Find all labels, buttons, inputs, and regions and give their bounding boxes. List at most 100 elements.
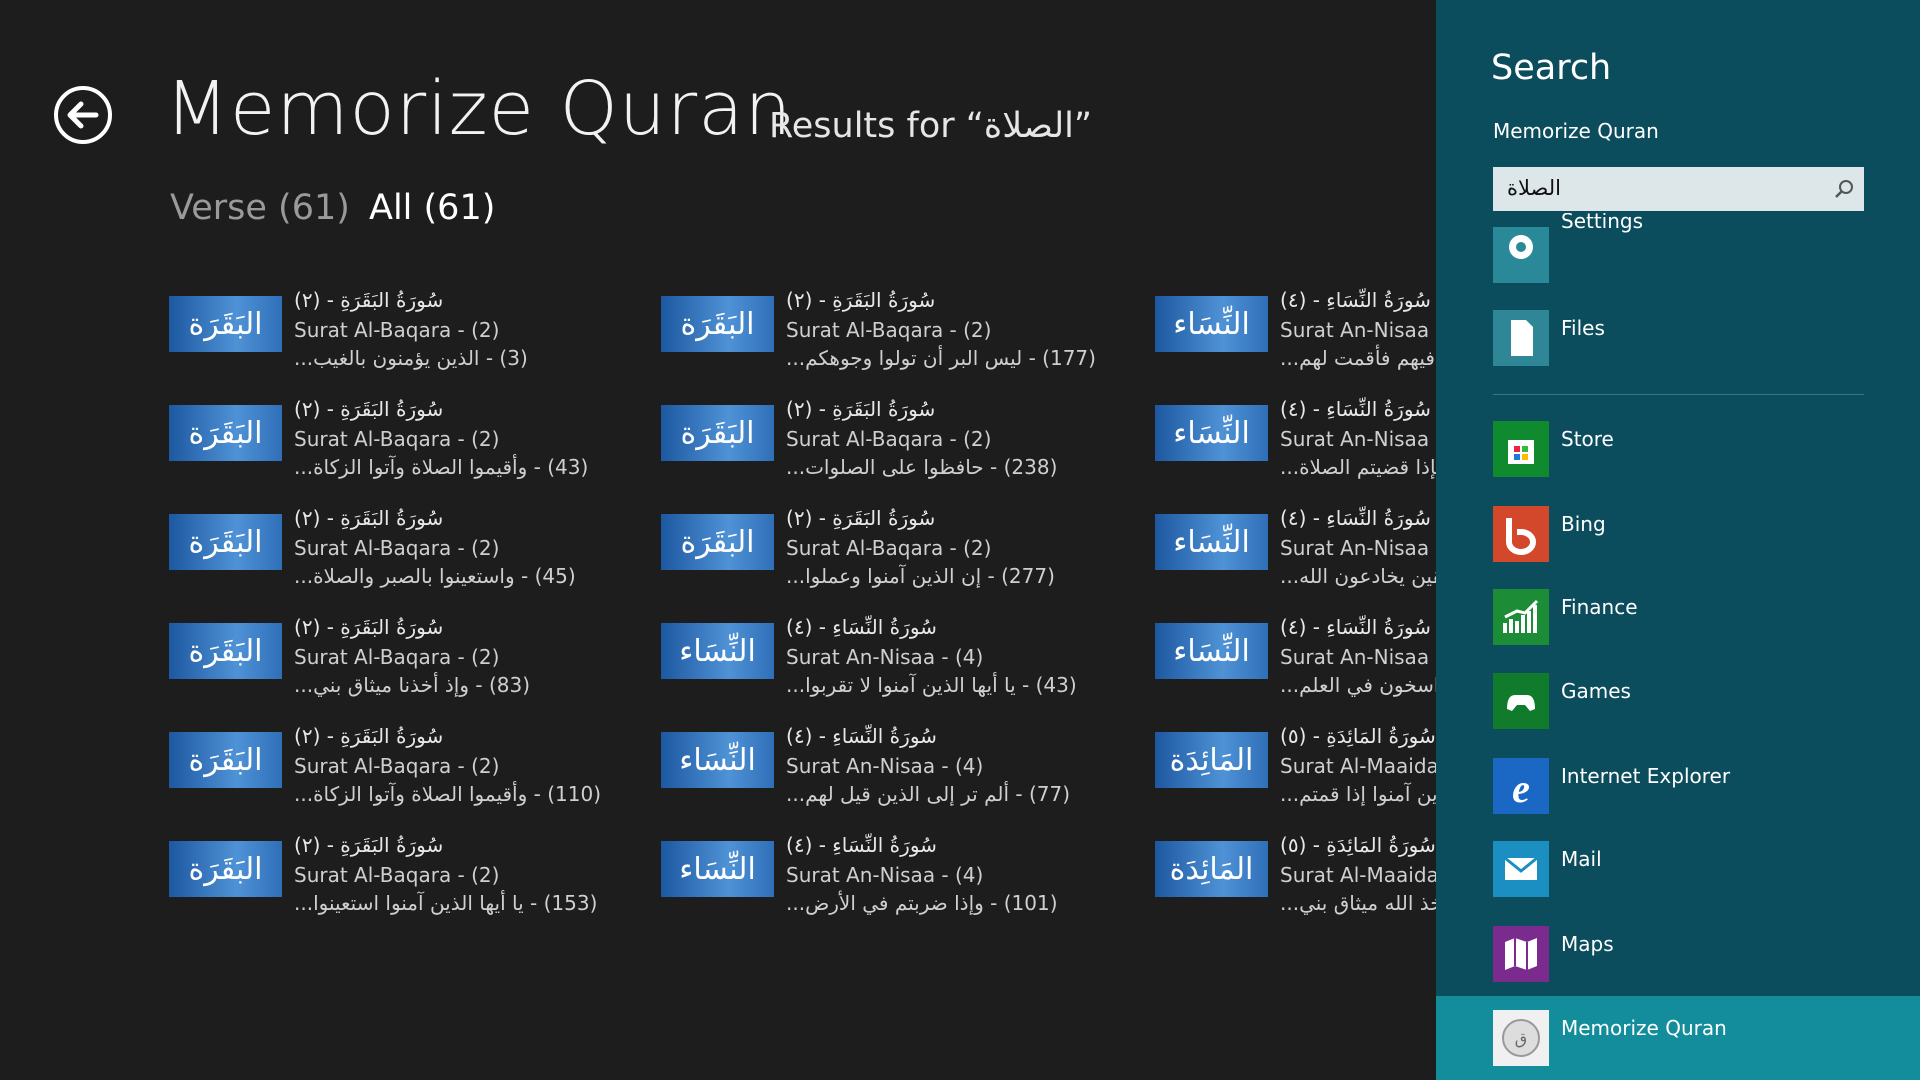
surah-tile[interactable]: البَقَرَة xyxy=(661,296,774,352)
filter[interactable]: All (61) xyxy=(369,188,496,228)
app-item[interactable]: Finance xyxy=(1436,589,1920,673)
surah-arabic: سُورَةُ المَائِدَةِ - (٥) xyxy=(1280,833,1436,857)
app-icon xyxy=(1493,227,1549,283)
app-icon xyxy=(1493,310,1549,366)
surah-english: Surat Al-Maaida - (5) xyxy=(1280,754,1436,778)
app-item[interactable]: Files xyxy=(1436,310,1920,394)
verse-text: (43) - يا أيها الذين آمنوا لا تقربوا... xyxy=(786,673,1077,697)
app-item[interactable]: Maps xyxy=(1436,926,1920,1010)
surah-tile[interactable]: النِّسَاء xyxy=(1155,514,1268,570)
verse-text: (142) - إن المنافقين يخادعون الله... xyxy=(1280,564,1436,588)
surah-arabic: سُورَةُ البَقَرَةِ - (٢) xyxy=(294,288,444,312)
surah-tile[interactable]: البَقَرَة xyxy=(169,623,282,679)
app-label: Maps xyxy=(1561,932,1614,956)
results-page: Memorize Quran Results for “الصلاة” Vers… xyxy=(53,66,1436,915)
app-icon: e xyxy=(1493,758,1549,814)
app-icon xyxy=(1493,589,1549,645)
app-icon xyxy=(1493,673,1549,729)
app-icon xyxy=(1493,841,1549,897)
surah-tile[interactable]: النِّسَاء xyxy=(1155,405,1268,461)
verse-text: (102) - وإذا كنت فيهم فأقمت لهم... xyxy=(1280,346,1436,370)
svg-text:e: e xyxy=(1512,766,1530,811)
app-title: Memorize Quran xyxy=(165,66,793,152)
surah-arabic: سُورَةُ النِّسَاءِ - (٤) xyxy=(1280,288,1431,312)
verse-text: (45) - واستعينوا بالصبر والصلاة... xyxy=(294,564,576,588)
app-item[interactable]: Games xyxy=(1436,673,1920,757)
verse-text: (103) - فإذا قضيتم الصلاة... xyxy=(1280,455,1436,479)
search-icon[interactable] xyxy=(1833,178,1855,200)
surah-arabic: سُورَةُ النِّسَاءِ - (٤) xyxy=(786,833,937,857)
surah-english: Surat An-Nisaa - (4) xyxy=(1280,427,1436,451)
surah-english: Surat Al-Baqara - (2) xyxy=(294,536,500,560)
app-label: Games xyxy=(1561,679,1631,703)
app-icon xyxy=(1493,926,1549,982)
surah-tile[interactable]: المَائِدَة xyxy=(1155,732,1268,788)
surah-arabic: سُورَةُ البَقَرَةِ - (٢) xyxy=(786,397,936,421)
surah-english: Surat An-Nisaa - (4) xyxy=(1280,536,1436,560)
svg-text:ق: ق xyxy=(1515,1029,1527,1048)
surah-tile[interactable]: النِّسَاء xyxy=(1155,623,1268,679)
verse-text: (110) - وأقيموا الصلاة وآتوا الزكاة... xyxy=(294,782,601,806)
surah-tile[interactable]: المَائِدَة xyxy=(1155,841,1268,897)
app-item[interactable]: e Internet Explorer xyxy=(1436,758,1920,842)
back-button[interactable] xyxy=(53,85,113,145)
results-for: Results for “الصلاة” xyxy=(769,106,1092,146)
app-item[interactable]: Store xyxy=(1436,421,1920,505)
surah-arabic: سُورَةُ النِّسَاءِ - (٤) xyxy=(1280,615,1431,639)
verse-text: (101) - وإذا ضربتم في الأرض... xyxy=(786,891,1058,915)
surah-english: Surat An-Nisaa - (4) xyxy=(1280,318,1436,342)
surah-tile[interactable]: البَقَرَة xyxy=(661,405,774,461)
surah-arabic: سُورَةُ البَقَرَةِ - (٢) xyxy=(786,288,936,312)
surah-arabic: سُورَةُ البَقَرَةِ - (٢) xyxy=(294,506,444,530)
surah-tile[interactable]: البَقَرَة xyxy=(169,296,282,352)
surah-tile[interactable]: البَقَرَة xyxy=(169,841,282,897)
separator xyxy=(1493,394,1864,395)
app-icon xyxy=(1493,421,1549,477)
surah-tile[interactable]: البَقَرَة xyxy=(661,514,774,570)
surah-arabic: سُورَةُ البَقَرَةِ - (٢) xyxy=(294,615,444,639)
surah-english: Surat An-Nisaa - (4) xyxy=(786,645,984,669)
surah-arabic: سُورَةُ النِّسَاءِ - (٤) xyxy=(1280,506,1431,530)
app-label: Settings xyxy=(1561,213,1644,233)
app-label: Store xyxy=(1561,427,1614,451)
surah-tile[interactable]: البَقَرَة xyxy=(169,732,282,788)
surah-arabic: سُورَةُ المَائِدَةِ - (٥) xyxy=(1280,724,1436,748)
search-scope: Memorize Quran xyxy=(1493,119,1659,143)
surah-tile[interactable]: البَقَرَة xyxy=(169,514,282,570)
verse-text: (238) - حافظوا على الصلوات... xyxy=(786,455,1058,479)
verse-text: (43) - وأقيموا الصلاة وآتوا الزكاة... xyxy=(294,455,589,479)
app-item[interactable]: Mail xyxy=(1436,841,1920,925)
app-item[interactable]: Settings xyxy=(1436,213,1920,311)
surah-tile[interactable]: النِّسَاء xyxy=(661,841,774,897)
surah-tile[interactable]: النِّسَاء xyxy=(661,623,774,679)
verse-text: (12) - ولقد أخذ الله ميثاق بني... xyxy=(1280,891,1436,915)
surah-tile[interactable]: البَقَرَة xyxy=(169,405,282,461)
surah-arabic: سُورَةُ البَقَرَةِ - (٢) xyxy=(786,506,936,530)
surah-tile[interactable]: النِّسَاء xyxy=(661,732,774,788)
surah-arabic: سُورَةُ البَقَرَةِ - (٢) xyxy=(294,397,444,421)
verse-text: (277) - إن الذين آمنوا وعملوا... xyxy=(786,564,1055,588)
filter[interactable]: Verse (61) xyxy=(170,188,350,228)
app-item[interactable]: Bing xyxy=(1436,506,1920,590)
surah-tile[interactable]: النِّسَاء xyxy=(1155,296,1268,352)
surah-english: Surat Al-Baqara - (2) xyxy=(294,427,500,451)
surah-english: Surat Al-Baqara - (2) xyxy=(294,645,500,669)
surah-english: Surat Al-Baqara - (2) xyxy=(786,536,992,560)
surah-english: Surat Al-Baqara - (2) xyxy=(294,318,500,342)
app-label: Bing xyxy=(1561,512,1606,536)
pane-title: Search xyxy=(1491,48,1612,88)
surah-english: Surat An-Nisaa - (4) xyxy=(786,863,984,887)
app-label: Memorize Quran xyxy=(1561,1016,1727,1040)
verse-text: (6) - يا أيها الذين آمنوا إذا قمتم... xyxy=(1280,782,1436,806)
verse-text: (3) - الذين يؤمنون بالغيب... xyxy=(294,346,528,370)
app-label: Files xyxy=(1561,316,1605,340)
search-query: الصلاة xyxy=(1507,176,1561,200)
surah-english: Surat Al-Baqara - (2) xyxy=(294,863,500,887)
verse-text: (177) - ليس البر أن تولوا وجوهكم... xyxy=(786,346,1096,370)
surah-english: Surat Al-Baqara - (2) xyxy=(786,427,992,451)
verse-text: (83) - وإذ أخذنا ميثاق بني... xyxy=(294,673,531,697)
search-box[interactable]: الصلاة xyxy=(1493,167,1864,211)
surah-english: Surat Al-Baqara - (2) xyxy=(786,318,992,342)
app-item[interactable]: ق Memorize Quran xyxy=(1436,996,1920,1080)
